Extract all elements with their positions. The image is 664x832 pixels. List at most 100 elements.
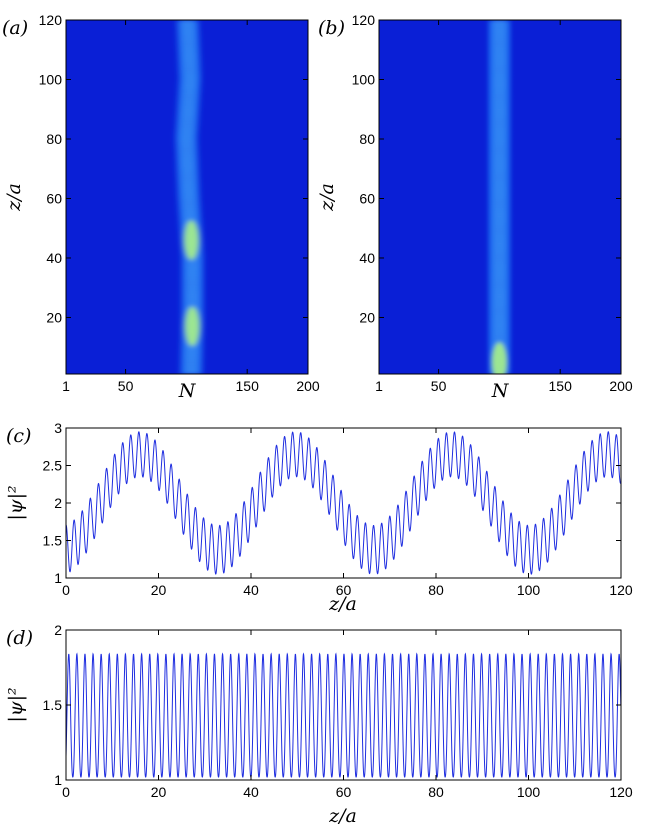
beam-fringe [185, 367, 198, 369]
beam-fringe [493, 96, 506, 99]
x-axis-d: 0 20 40 60 80 100 120 [62, 630, 633, 800]
y-tick-label-c: 2.5 [43, 458, 63, 474]
beam-segment [181, 287, 204, 292]
beam-fringe [180, 129, 193, 131]
y-tick-label-b: 60 [359, 190, 375, 206]
beam-fringe [182, 35, 195, 37]
beam-fringe [181, 169, 194, 171]
beam-fringe [182, 40, 195, 42]
beam-fringe [493, 222, 506, 225]
beam-segment [180, 368, 203, 372]
beam-fringe [493, 241, 506, 243]
beam-segment [176, 153, 199, 158]
beam-fringe [183, 212, 196, 214]
beam-fringe [183, 206, 196, 208]
beam-segment [488, 115, 511, 119]
y-tick-label-b: 120 [352, 12, 376, 28]
line-c-group [66, 431, 621, 575]
beam-segment [178, 94, 200, 98]
x-tick-label-c: 0 [62, 582, 70, 598]
beam-fringe [493, 233, 506, 235]
beam-segment [176, 124, 199, 128]
y-tick-label-c: 3 [54, 420, 62, 436]
beam-fringe [181, 123, 194, 125]
beam-fringe [493, 59, 506, 61]
beam-fringe [493, 83, 506, 85]
beam-segment [488, 249, 511, 253]
plot-a-frame [65, 19, 309, 375]
x-tick-label-c: 60 [336, 582, 352, 598]
beam-hotspot [184, 306, 200, 347]
beam-segment [177, 40, 200, 45]
beam-segment [488, 94, 511, 98]
beam-fringe [185, 372, 198, 374]
y-tick-label-b: 20 [359, 309, 375, 325]
beam-segment [176, 171, 199, 176]
beam-fringe [181, 120, 194, 123]
x-axis-b: 1 50 150 200 [375, 20, 633, 394]
beam-fringe [493, 67, 506, 69]
beam-segment [177, 174, 199, 179]
beam-segment [488, 150, 511, 155]
beam-segment [488, 338, 511, 342]
panel-label-d: (d) [6, 627, 33, 649]
x-axis-a: 1 50 150 200 [62, 20, 320, 394]
y-tick-label-a: 20 [46, 309, 62, 325]
beam-fringe [181, 158, 194, 160]
beam-segment [488, 34, 511, 39]
beam-fringe [493, 300, 506, 302]
beam-segment [178, 73, 201, 78]
beam-fringe [493, 145, 506, 147]
beam-segment [178, 91, 201, 95]
beam-segment [488, 281, 511, 286]
x-tick-label-d: 80 [428, 784, 444, 800]
beam-segment [488, 305, 511, 310]
beam-fringe [182, 182, 195, 184]
beam-segment [177, 180, 200, 185]
beam-fringe [493, 161, 506, 163]
beam-fringe [493, 27, 506, 29]
beam-fringe [493, 270, 506, 273]
panel-label-b: (b) [318, 17, 345, 39]
beam-fringe [493, 319, 506, 321]
series-line-c [66, 431, 621, 575]
beam-fringe [493, 289, 506, 291]
x-tick-label-c: 40 [243, 582, 259, 598]
beam-segment [180, 371, 203, 374]
beam-fringe [493, 214, 506, 216]
beam-fringe [493, 228, 506, 230]
beam-segment [488, 67, 511, 72]
beam-segment [488, 225, 511, 229]
beam-fringe [181, 153, 194, 155]
beam-fringe [493, 238, 506, 241]
beam-segment [178, 204, 201, 209]
beam-fringe [493, 40, 506, 42]
beam-fringe [182, 110, 195, 112]
beam-fringe [493, 257, 506, 259]
x-tick-label-b: 1 [375, 378, 383, 394]
beam-fringe [185, 369, 198, 372]
beam-fringe [493, 206, 506, 208]
beam-segment [488, 46, 511, 51]
beam-fringe [186, 292, 199, 294]
beam-fringe [182, 187, 195, 190]
beam-fringe [182, 198, 195, 200]
beam-fringe [180, 142, 193, 144]
beam-fringe [186, 289, 199, 291]
beam-fringe [493, 281, 506, 283]
beam-segment [488, 284, 511, 289]
beam-hotspot [183, 220, 200, 261]
beam-fringe [183, 64, 196, 67]
x-tick-label-d: 120 [609, 784, 633, 800]
beam-fringe [182, 102, 195, 104]
beam-segment [488, 231, 511, 235]
beam-fringe [493, 286, 506, 289]
beam-fringe [493, 278, 506, 281]
beam-fringe [182, 104, 195, 107]
beam-segment [488, 257, 511, 262]
beam-fringe [493, 254, 506, 257]
beam-segment [181, 281, 204, 286]
beam-fringe [493, 137, 506, 139]
beam-fringe [493, 284, 506, 286]
